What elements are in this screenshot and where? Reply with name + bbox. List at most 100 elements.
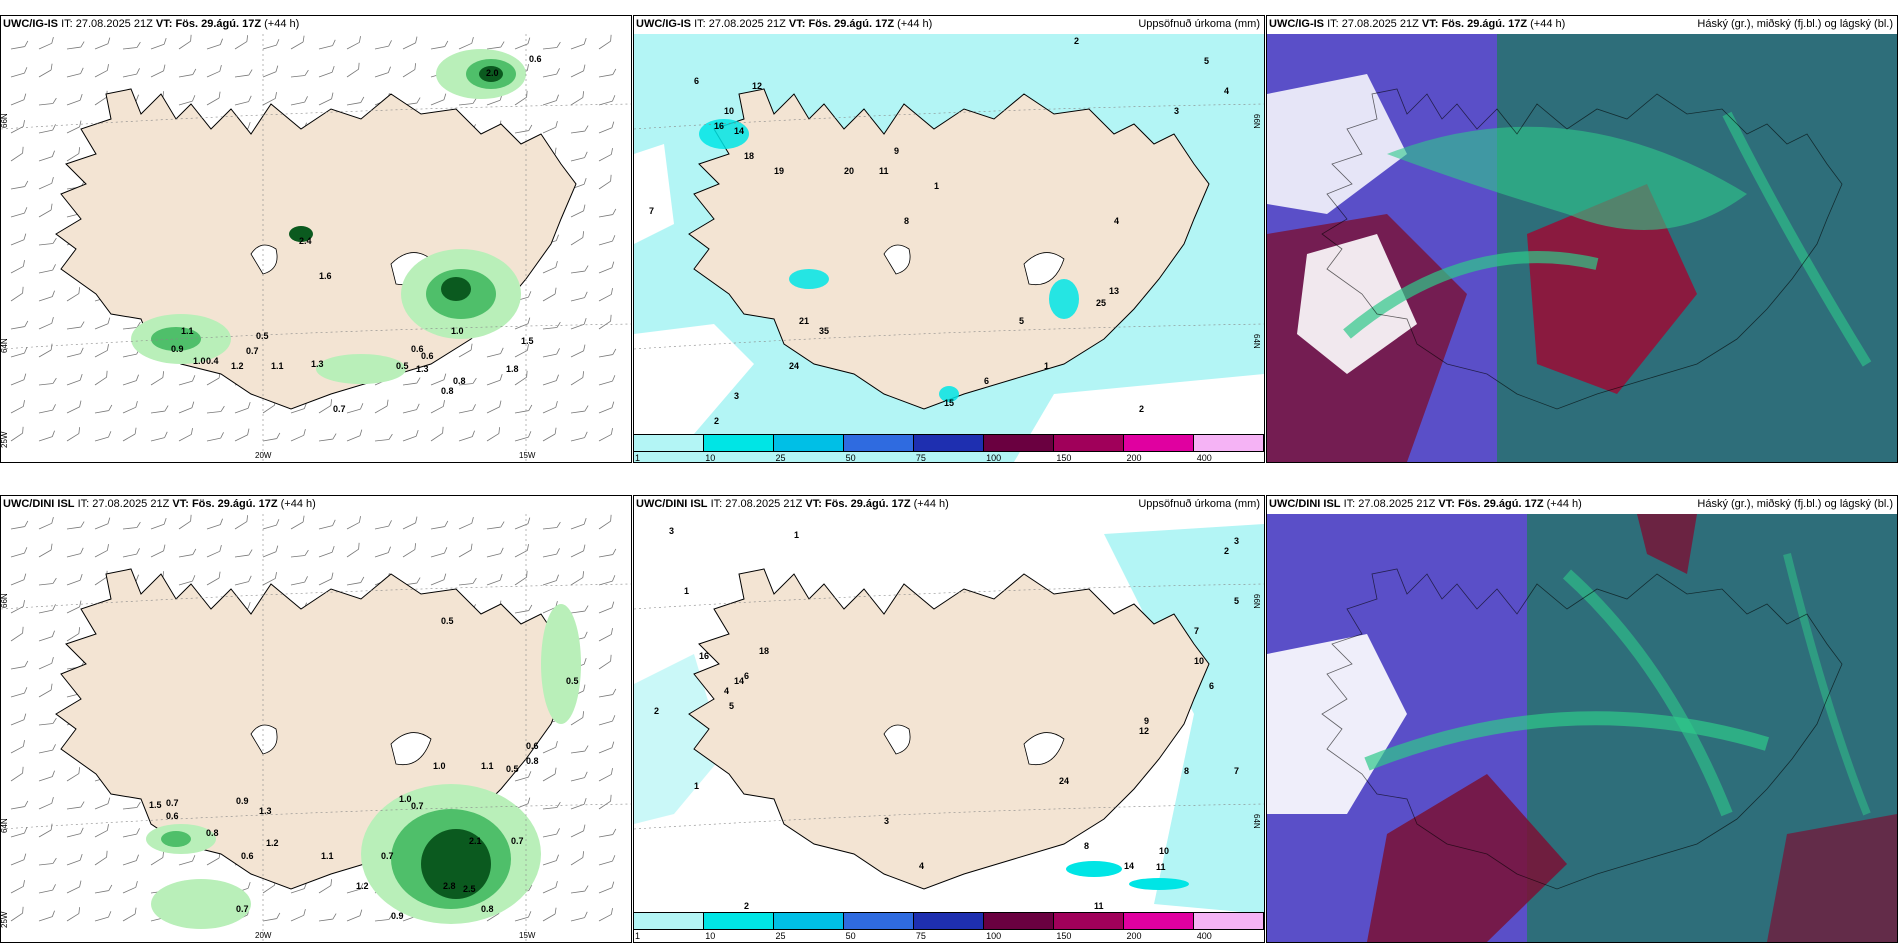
colorbar-swatch xyxy=(774,913,844,929)
svg-text:5: 5 xyxy=(1234,596,1239,606)
wind-barb xyxy=(206,91,221,106)
wind-barb xyxy=(234,428,250,442)
wind-barb xyxy=(262,572,277,586)
wind-barb xyxy=(458,577,477,586)
svg-text:0.5: 0.5 xyxy=(396,361,409,371)
wind-barb xyxy=(66,147,81,162)
wind-barb xyxy=(178,34,192,50)
wind-barb xyxy=(570,711,585,726)
colorbar-swatch xyxy=(774,435,844,451)
svg-text:1: 1 xyxy=(794,530,799,540)
colorbar-label: 10 xyxy=(705,931,716,941)
wind-barb xyxy=(66,400,82,414)
wind-barb xyxy=(66,801,85,810)
wind-barb xyxy=(542,321,561,330)
wind-barb xyxy=(122,68,140,78)
svg-text:20: 20 xyxy=(844,166,854,176)
wind-barb xyxy=(598,628,613,642)
wind-barb xyxy=(262,39,280,50)
panel-title: UWC/IG-IS IT: 27.08.2025 21Z VT: Fös. 29… xyxy=(636,18,933,30)
wind-barb xyxy=(66,600,82,614)
svg-text:25W: 25W xyxy=(1,911,9,928)
wind-barb xyxy=(514,404,533,414)
svg-text:0.9: 0.9 xyxy=(391,911,404,921)
wind-barb xyxy=(10,713,27,726)
svg-text:10: 10 xyxy=(1159,846,1169,856)
svg-text:0.6: 0.6 xyxy=(526,741,539,751)
wind-barb xyxy=(10,146,24,162)
svg-text:64N: 64N xyxy=(1,338,9,353)
wind-barb xyxy=(10,853,27,866)
wind-barb xyxy=(570,291,588,302)
wind-barb xyxy=(66,521,85,530)
wind-barb xyxy=(206,405,225,414)
wind-barb xyxy=(38,770,55,782)
wind-barb xyxy=(38,264,56,274)
value-labels: 2 5 4 3 6 7 10 12 14 16 18 19 20 11 9 8 … xyxy=(649,36,1229,426)
wind-barb xyxy=(598,828,617,838)
wind-barb xyxy=(38,543,53,558)
precip-colorbar-labels: 1 10 25 50 75 100 150 200 400 xyxy=(633,931,1265,943)
svg-text:18: 18 xyxy=(744,151,754,161)
wind-barb xyxy=(10,207,28,218)
wind-barb xyxy=(374,66,391,78)
wind-barb xyxy=(598,401,615,414)
wind-barb xyxy=(10,660,29,670)
svg-text:1.5: 1.5 xyxy=(521,336,534,346)
map-cloud-cover xyxy=(1267,34,1897,462)
colorbar-swatch xyxy=(634,435,704,451)
wind-barb xyxy=(10,320,29,330)
wind-barb xyxy=(94,317,111,330)
value-labels: 2.0 0.6 2.4 1.6 0.5 0.7 1.3 0.5 0.7 1.1 … xyxy=(171,54,542,414)
wind-barb xyxy=(94,544,109,558)
wind-barb xyxy=(10,400,25,414)
wind-barb xyxy=(598,514,612,530)
panel-bottom-right-clouds: UWC/DINI ISL IT: 27.08.2025 21Z VT: Fös.… xyxy=(1266,495,1898,943)
wind-barb xyxy=(542,741,558,754)
wind-barb xyxy=(542,121,558,134)
colorbar-swatch xyxy=(704,913,774,929)
wind-barb xyxy=(122,321,141,330)
svg-text:12: 12 xyxy=(1139,726,1149,736)
wind-barb xyxy=(122,548,140,558)
svg-text:6: 6 xyxy=(694,76,699,86)
svg-text:14: 14 xyxy=(734,126,744,136)
wind-barb xyxy=(318,39,336,50)
wind-barb xyxy=(374,520,392,530)
wind-barb xyxy=(570,771,588,782)
svg-text:2.0: 2.0 xyxy=(486,68,499,78)
wind-barb xyxy=(598,288,613,302)
wind-barb xyxy=(66,321,85,330)
svg-text:1.2: 1.2 xyxy=(231,361,244,371)
wind-barb xyxy=(290,96,308,106)
wind-barb xyxy=(318,879,333,894)
colorbar-swatch xyxy=(914,435,984,451)
wind-barb xyxy=(38,744,56,754)
wind-barb xyxy=(66,880,82,894)
colorbar-label: 75 xyxy=(915,931,926,941)
colorbar-label: 1 xyxy=(635,931,641,941)
svg-text:1.0: 1.0 xyxy=(433,761,446,771)
wind-barb xyxy=(94,404,113,414)
wind-barb xyxy=(598,855,616,866)
precip-colorbar xyxy=(633,912,1265,930)
wind-barb xyxy=(458,377,477,386)
wind-barb xyxy=(94,64,109,78)
wind-barb xyxy=(10,626,24,642)
wind-barb xyxy=(598,654,612,670)
wind-barb xyxy=(486,574,503,586)
svg-text:15W: 15W xyxy=(519,451,536,460)
wind-barb xyxy=(542,907,557,922)
wind-barb xyxy=(66,854,83,866)
wind-barb xyxy=(598,908,613,922)
wind-barb xyxy=(178,401,195,414)
svg-text:2.8: 2.8 xyxy=(443,881,456,891)
wind-barb xyxy=(598,261,615,274)
svg-text:1.1: 1.1 xyxy=(481,761,494,771)
svg-text:0.5: 0.5 xyxy=(566,676,579,686)
wind-barb xyxy=(66,94,83,106)
wind-barb xyxy=(570,745,589,754)
svg-text:64N: 64N xyxy=(1,818,9,833)
wind-barb xyxy=(178,575,196,586)
wind-barb xyxy=(598,208,617,218)
